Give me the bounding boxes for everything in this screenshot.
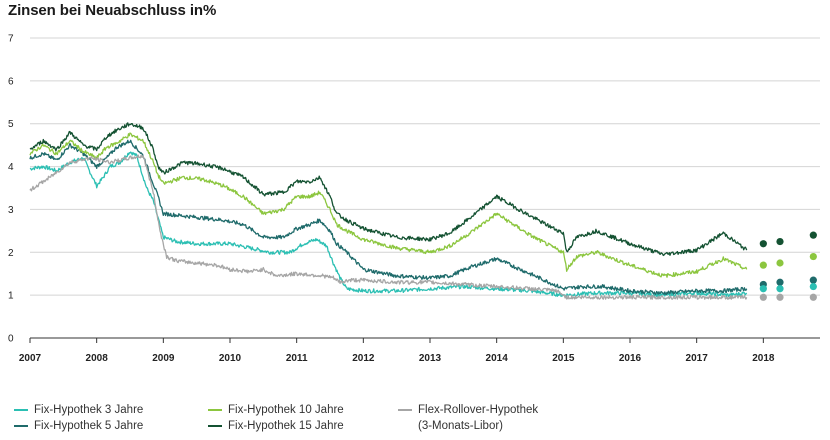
y-tick-label-2: 2 (8, 248, 14, 259)
y-tick-label-7: 7 (8, 34, 14, 45)
legend-label-flex: Flex-Rollover-Hypothek (418, 404, 539, 416)
series-line-fix15 (29, 122, 748, 257)
y-tick-label-5: 5 (8, 119, 14, 130)
forecast-point-fix10 (776, 259, 784, 267)
x-tick-label-2008: 2008 (86, 353, 109, 364)
axes: 0 1 2 3 4 5 6 7 2007 2008 2009 2010 2011 2012 2013 2014… (8, 34, 820, 364)
forecast-point-fix15 (776, 237, 784, 246)
forecast-point-flex (776, 293, 784, 301)
y-tick-label-0: 0 (8, 334, 14, 345)
forecast-point-fix15 (759, 240, 767, 248)
forecast-point-fix5 (776, 278, 784, 286)
x-tick-label-2013: 2013 (419, 353, 442, 364)
x-tick-label-2017: 2017 (686, 353, 709, 364)
legend-label-fix15: Fix-Hypothek 15 Jahre (228, 420, 344, 432)
legend-swatch-fix10 (208, 409, 222, 411)
forecast-point-flex (809, 293, 817, 301)
legend-item-fix15: Fix-Hypothek 15 Jahre (208, 418, 344, 434)
forecast-point-flex (759, 293, 767, 301)
x-tick-label-2015: 2015 (552, 353, 575, 364)
legend-swatch-fix5 (14, 425, 28, 427)
legend-column-2: Fix-Hypothek 10 Jahre Fix-Hypothek 15 Ja… (208, 402, 344, 434)
legend-label-fix5: Fix-Hypothek 5 Jahre (34, 420, 144, 432)
grid-lines (30, 37, 820, 296)
y-tick-label-3: 3 (8, 205, 14, 216)
legend-swatch-flex (398, 409, 412, 411)
legend-column-3: Flex-Rollover-Hypothek (3-Monats-Libor) (398, 402, 538, 434)
legend-label-fix3: Fix-Hypothek 3 Jahre (34, 404, 144, 416)
x-tick-label-2007: 2007 (19, 353, 42, 364)
legend-swatch-fix15 (208, 425, 222, 427)
forecast-point-fix3 (809, 282, 817, 291)
y-tick-label-6: 6 (8, 76, 14, 87)
x-tick-label-2014: 2014 (486, 353, 509, 364)
legend-column-1: Fix-Hypothek 3 Jahre Fix-Hypothek 5 Jahr… (14, 402, 143, 434)
series-line-flex (29, 154, 748, 300)
series-lines (29, 122, 748, 300)
chart-title: Zinsen bei Neuabschluss in% (8, 2, 217, 19)
series-line-fix10 (29, 132, 748, 278)
legend-item-fix5: Fix-Hypothek 5 Jahre (14, 418, 143, 434)
x-tick-label-2018: 2018 (752, 353, 775, 364)
x-tick-label-2009: 2009 (152, 353, 175, 364)
forecast-point-fix15 (809, 231, 817, 239)
legend-item-fix3: Fix-Hypothek 3 Jahre (14, 402, 143, 418)
legend-item-flex: Flex-Rollover-Hypothek (398, 402, 538, 418)
y-tick-label-4: 4 (8, 162, 14, 173)
forecast-point-fix10 (759, 261, 767, 269)
x-tick-label-2011: 2011 (286, 353, 308, 364)
legend-label-fix10: Fix-Hypothek 10 Jahre (228, 404, 344, 416)
forecast-point-fix5 (809, 276, 817, 284)
y-tick-label-1: 1 (8, 291, 14, 302)
legend-label-flex-line2: (3-Monats-Libor) (418, 420, 503, 432)
forecast-point-fix3 (759, 285, 767, 293)
legend-item-fix10: Fix-Hypothek 10 Jahre (208, 402, 344, 418)
x-tick-label-2010: 2010 (219, 353, 242, 364)
series-line-fix5 (29, 139, 748, 296)
x-tick-label-2016: 2016 (619, 353, 642, 364)
legend-swatch-fix3 (14, 409, 28, 411)
forecast-point-fix10 (809, 252, 817, 261)
x-tick-label-2012: 2012 (352, 353, 375, 364)
forecast-points (759, 231, 817, 301)
forecast-point-fix3 (776, 285, 784, 293)
